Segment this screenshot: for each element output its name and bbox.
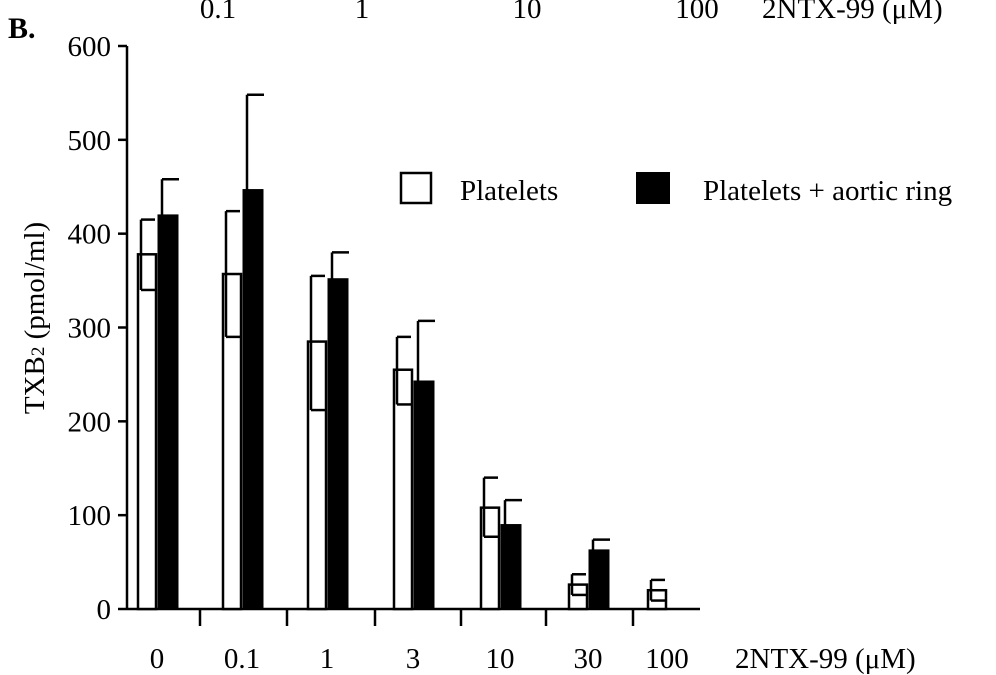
bar-platelets bbox=[306, 340, 328, 611]
y-axis-title-subscript: 2 bbox=[28, 347, 49, 357]
top-strip-tick-label: 0.1 bbox=[200, 0, 236, 25]
bars bbox=[136, 189, 668, 611]
bar-platelets-aortic-ring bbox=[242, 189, 264, 610]
legend: Platelets Platelets + aortic ring bbox=[399, 171, 952, 207]
y-tick-label: 300 bbox=[68, 313, 112, 345]
x-tick-label: 30 bbox=[574, 643, 603, 675]
x-tick-labels: 0 0.1 1 3 10 30 100 bbox=[150, 643, 689, 675]
bar-platelets bbox=[136, 253, 158, 611]
x-tick-label: 100 bbox=[645, 643, 689, 675]
bar-platelets bbox=[479, 506, 501, 611]
x-tick-label: 1 bbox=[320, 643, 335, 675]
top-strip-unit-label: 2NTX-99 (μM) bbox=[762, 0, 943, 25]
x-tick-label: 10 bbox=[486, 643, 515, 675]
legend-swatch-platelets bbox=[399, 171, 433, 205]
bar-platelets-aortic-ring bbox=[327, 278, 349, 610]
bar-platelets-aortic-ring bbox=[413, 380, 435, 610]
x-tick-label: 0 bbox=[150, 643, 165, 675]
bar-platelets bbox=[567, 583, 589, 611]
y-tick-labels: 0 100 200 300 400 500 600 bbox=[68, 31, 112, 626]
y-tick-label: 400 bbox=[68, 219, 112, 251]
top-strip-tick-label: 100 bbox=[675, 0, 719, 25]
top-strip-tick-label: 1 bbox=[355, 0, 370, 25]
y-axis-title-rest: (pmol/ml) bbox=[19, 222, 51, 347]
bar-platelets-aortic-ring bbox=[588, 549, 610, 610]
x-tick-label: 3 bbox=[406, 643, 421, 675]
error-bars bbox=[139, 93, 665, 602]
y-tick-label: 200 bbox=[68, 406, 112, 438]
y-tick-label: 500 bbox=[68, 125, 112, 157]
bar-platelets-aortic-ring bbox=[157, 214, 179, 610]
bar-platelets bbox=[221, 272, 243, 611]
y-axis-title: TXB2 (pmol/ml) bbox=[19, 222, 51, 414]
legend-label-platelets: Platelets bbox=[460, 175, 558, 207]
panel-label: B. bbox=[8, 12, 36, 45]
y-tick-label: 600 bbox=[68, 31, 112, 63]
x-tick-label: 0.1 bbox=[224, 643, 260, 675]
legend-swatch-platelets-aortic-ring bbox=[636, 172, 670, 204]
y-tick-label: 0 bbox=[97, 594, 112, 626]
bar-platelets bbox=[392, 368, 414, 611]
x-axis-title: 2NTX-99 (μM) bbox=[735, 643, 916, 675]
top-strip-tick-label: 10 bbox=[513, 0, 542, 25]
y-axis-title-main: TXB bbox=[19, 356, 51, 414]
bar-platelets-aortic-ring bbox=[500, 524, 522, 610]
y-tick-label: 100 bbox=[68, 500, 112, 532]
top-strip-labels: 0.1 1 10 100 2NTX-99 (μM) bbox=[200, 0, 943, 25]
legend-label-platelets-aortic-ring: Platelets + aortic ring bbox=[703, 175, 952, 207]
